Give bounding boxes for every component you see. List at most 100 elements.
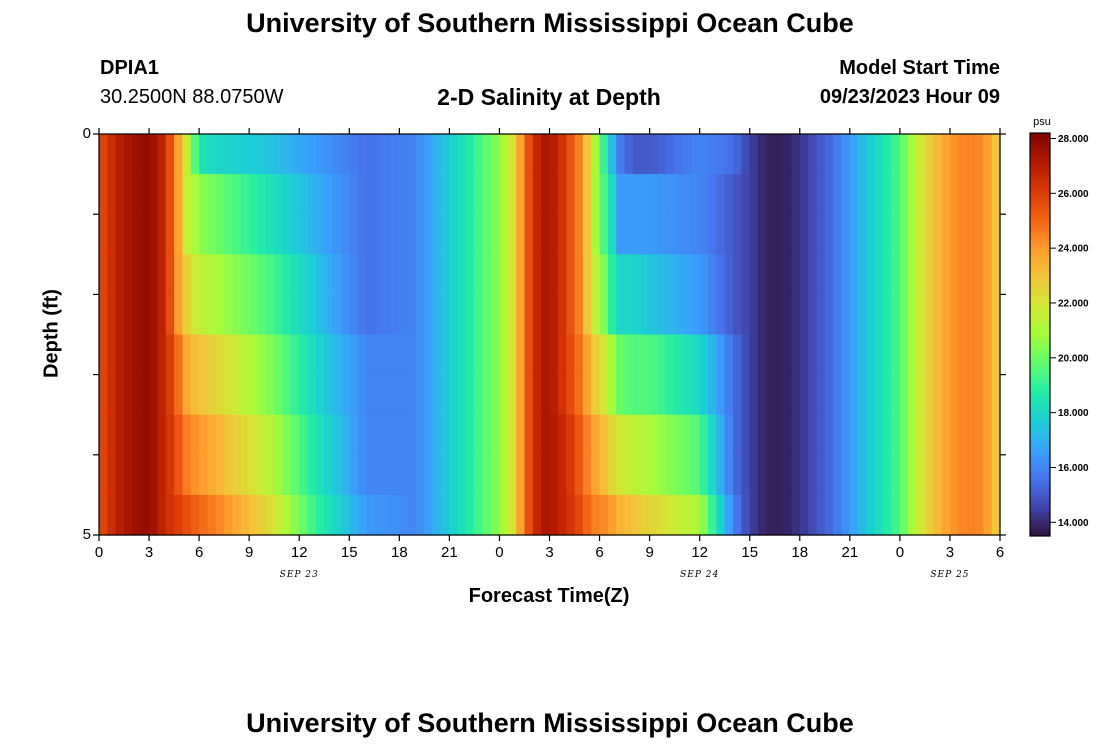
heatmap-cell (891, 214, 901, 255)
heatmap-cell (824, 134, 834, 175)
heatmap-cell (549, 174, 559, 215)
x-tick-label: 15 (741, 544, 759, 561)
heatmap-cell (282, 334, 292, 376)
heatmap-cell (632, 254, 642, 295)
heatmap-cell (165, 134, 175, 175)
heatmap-cell (541, 374, 551, 416)
heatmap-cell (841, 374, 851, 416)
heatmap-cell (474, 134, 484, 175)
heatmap-cell (457, 454, 467, 496)
heatmap-cell (224, 454, 234, 496)
heatmap-cell (390, 174, 400, 215)
heatmap-cell (541, 294, 551, 336)
heatmap-cell (699, 334, 709, 376)
heatmap-cell (916, 334, 926, 376)
heatmap-cell (357, 494, 367, 536)
heatmap-cell (749, 134, 759, 175)
heatmap-cell (708, 334, 717, 376)
heatmap-cell (224, 254, 234, 295)
heatmap-cell (491, 454, 501, 496)
heatmap-cell (441, 294, 450, 336)
heatmap-cell (824, 414, 834, 456)
heatmap-cell (290, 334, 300, 376)
heatmap-cell (149, 174, 158, 215)
heatmap-cell (958, 414, 968, 456)
heatmap-cell (516, 214, 526, 255)
heatmap-cell (449, 454, 459, 496)
heatmap-cell (833, 294, 843, 336)
heatmap-cell (99, 294, 108, 336)
heatmap-cell (416, 294, 425, 336)
heatmap-cell (340, 174, 350, 215)
heatmap-cell (274, 414, 284, 456)
heatmap-cell (374, 414, 384, 456)
heatmap-cell (257, 174, 267, 215)
heatmap-cell (866, 294, 876, 336)
heatmap-cell (974, 254, 984, 295)
heatmap-cell (340, 454, 350, 496)
colorbar-tick-label: 22.000 (1058, 298, 1089, 309)
heatmap-cell (824, 294, 834, 336)
heatmap-cell (207, 454, 217, 496)
heatmap-cell (591, 414, 601, 456)
heatmap-cell (132, 174, 142, 215)
heatmap-cell (799, 174, 809, 215)
heatmap-cell (724, 294, 734, 336)
heatmap-cell (682, 174, 692, 215)
heatmap-cell (983, 254, 993, 295)
heatmap-cell (441, 494, 450, 536)
heatmap-cell (924, 174, 934, 215)
heatmap-cell (549, 254, 559, 295)
heatmap-cell (783, 374, 793, 416)
heatmap-cell (666, 134, 676, 175)
heatmap-cell (516, 254, 526, 295)
heatmap-cell (799, 294, 809, 336)
heatmap-cell (958, 174, 968, 215)
heatmap-cell (516, 294, 526, 336)
heatmap-cell (140, 454, 150, 496)
heatmap-cell (157, 454, 167, 496)
heatmap-cell (749, 174, 759, 215)
heatmap-cell (365, 454, 375, 496)
heatmap-cell (357, 454, 367, 496)
heatmap-cell (115, 414, 125, 456)
heatmap-cell (541, 134, 551, 175)
heatmap-cell (858, 414, 868, 456)
heatmap-cell (841, 454, 851, 496)
heatmap-cell (449, 374, 459, 416)
heatmap-cell (257, 414, 267, 456)
heatmap-cell (299, 294, 309, 336)
heatmap-cell (933, 254, 943, 295)
colorbar-tick-label: 20.000 (1058, 353, 1089, 364)
heatmap-cell (416, 334, 425, 376)
heatmap-cell (599, 214, 609, 255)
heatmap-cell (165, 494, 175, 536)
y-tick-label: 5 (82, 526, 91, 543)
heatmap-cell (908, 374, 918, 416)
heatmap-cell (632, 214, 642, 255)
heatmap-cell (791, 294, 801, 336)
heatmap-cell (215, 414, 225, 456)
heatmap-cell (774, 174, 784, 215)
heatmap-cell (182, 454, 192, 496)
heatmap-cell (240, 414, 250, 456)
heatmap-cell (733, 134, 742, 175)
heatmap-cell (808, 374, 818, 416)
heatmap-cell (708, 134, 717, 175)
heatmap-cell (124, 334, 133, 376)
y-axis-label: Depth (ft) (40, 289, 63, 378)
heatmap-cell (532, 414, 542, 456)
heatmap-cell (791, 174, 801, 215)
heatmap-cell (849, 454, 859, 496)
heatmap-cell (941, 294, 951, 336)
heatmap-cell (365, 214, 375, 255)
heatmap-cell (674, 134, 684, 175)
heatmap-cell (282, 174, 292, 215)
heatmap-cell (382, 174, 392, 215)
heatmap-cell (357, 214, 367, 255)
heatmap-cell (682, 374, 692, 416)
heatmap-cell (157, 174, 167, 215)
heatmap-cell (165, 374, 175, 416)
heatmap-cell (274, 294, 284, 336)
